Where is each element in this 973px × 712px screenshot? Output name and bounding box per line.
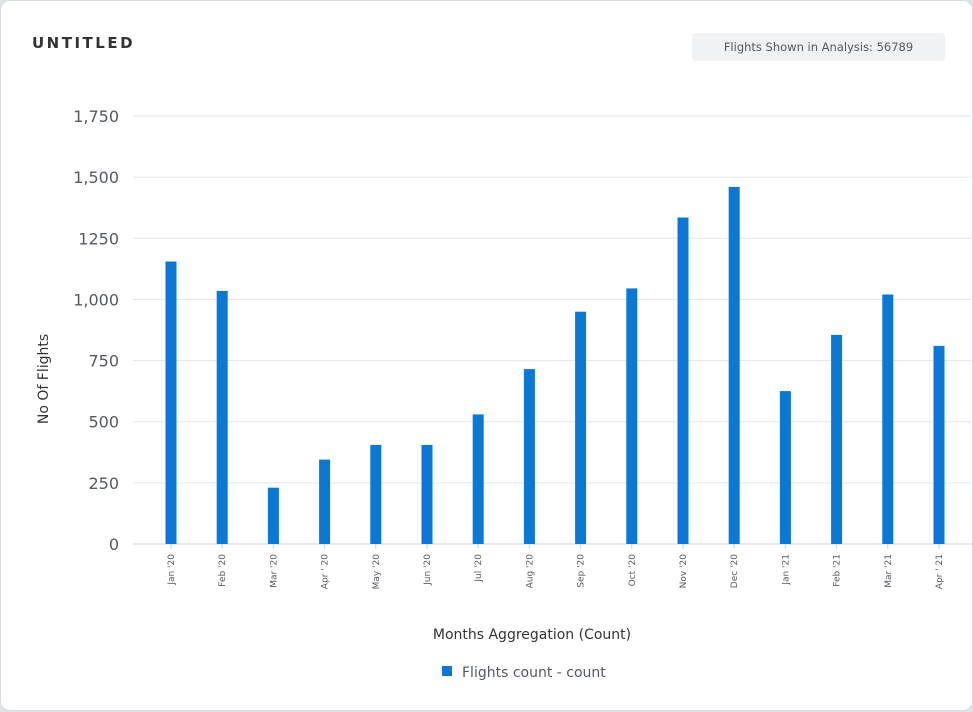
x-tick-label: Jan '21: [781, 554, 791, 586]
x-tick-label: Jan '20: [167, 554, 177, 586]
bar[interactable]: [575, 311, 587, 544]
x-axis-ticks: Jan '20 Feb '20 Mar '20 Apr ' 20 May '20 Jun …: [167, 544, 945, 589]
bar[interactable]: [933, 345, 945, 544]
bar[interactable]: [421, 444, 433, 544]
bar[interactable]: [882, 294, 894, 545]
legend-label: Flights count - count: [462, 665, 606, 681]
bar[interactable]: [165, 261, 177, 545]
bar[interactable]: [472, 414, 484, 544]
bar[interactable]: [677, 217, 689, 545]
legend-swatch: [442, 666, 452, 676]
x-tick-label: Sep '20: [577, 554, 587, 588]
bar[interactable]: [523, 369, 535, 544]
bar[interactable]: [831, 334, 843, 544]
bar[interactable]: [626, 288, 638, 544]
bars: [165, 186, 945, 545]
y-tick-label: 1,500: [73, 168, 119, 187]
grid-lines: [133, 115, 973, 545]
x-tick-label: Jun '20: [423, 554, 433, 586]
x-tick-label: Oct '20: [628, 554, 638, 587]
y-tick-label: 750: [88, 352, 119, 371]
y-tick-label: 0: [109, 535, 119, 554]
y-axis-ticks: 0 250 500 750 1,000 1250 1,500 1,750: [73, 107, 119, 554]
bar[interactable]: [779, 391, 791, 544]
legend[interactable]: Flights count - count: [442, 665, 606, 681]
x-tick-label: Mar '20: [269, 554, 279, 588]
bar[interactable]: [267, 487, 279, 544]
y-tick-label: 250: [88, 474, 119, 493]
bar[interactable]: [728, 186, 740, 544]
bar[interactable]: [319, 459, 331, 544]
x-tick-label: Apr ' 21: [935, 554, 945, 589]
y-tick-label: 1,750: [73, 107, 119, 126]
flights-shown-badge: Flights Shown in Analysis: 56789: [692, 33, 945, 61]
x-tick-label: May '20: [372, 554, 382, 590]
y-tick-label: 1250: [78, 229, 119, 248]
y-axis-label: No Of Flights: [36, 334, 52, 424]
y-tick-label: 500: [88, 413, 119, 432]
x-tick-label: Nov '20: [679, 554, 689, 589]
x-tick-label: Aug '20: [525, 554, 535, 589]
chart-title: UNTITLED: [32, 34, 136, 52]
y-tick-label: 1,000: [73, 290, 119, 309]
bar[interactable]: [370, 444, 382, 544]
x-axis-label: Months Aggregation (Count): [433, 627, 631, 643]
x-tick-label: Dec '20: [730, 554, 740, 588]
x-tick-label: Mar '21: [884, 554, 894, 588]
bar[interactable]: [216, 290, 228, 544]
x-tick-label: Feb '21: [833, 554, 843, 587]
x-tick-label: Apr ' 20: [321, 554, 331, 589]
x-tick-label: Feb '20: [218, 554, 228, 587]
x-tick-label: Jul '20: [474, 554, 484, 583]
